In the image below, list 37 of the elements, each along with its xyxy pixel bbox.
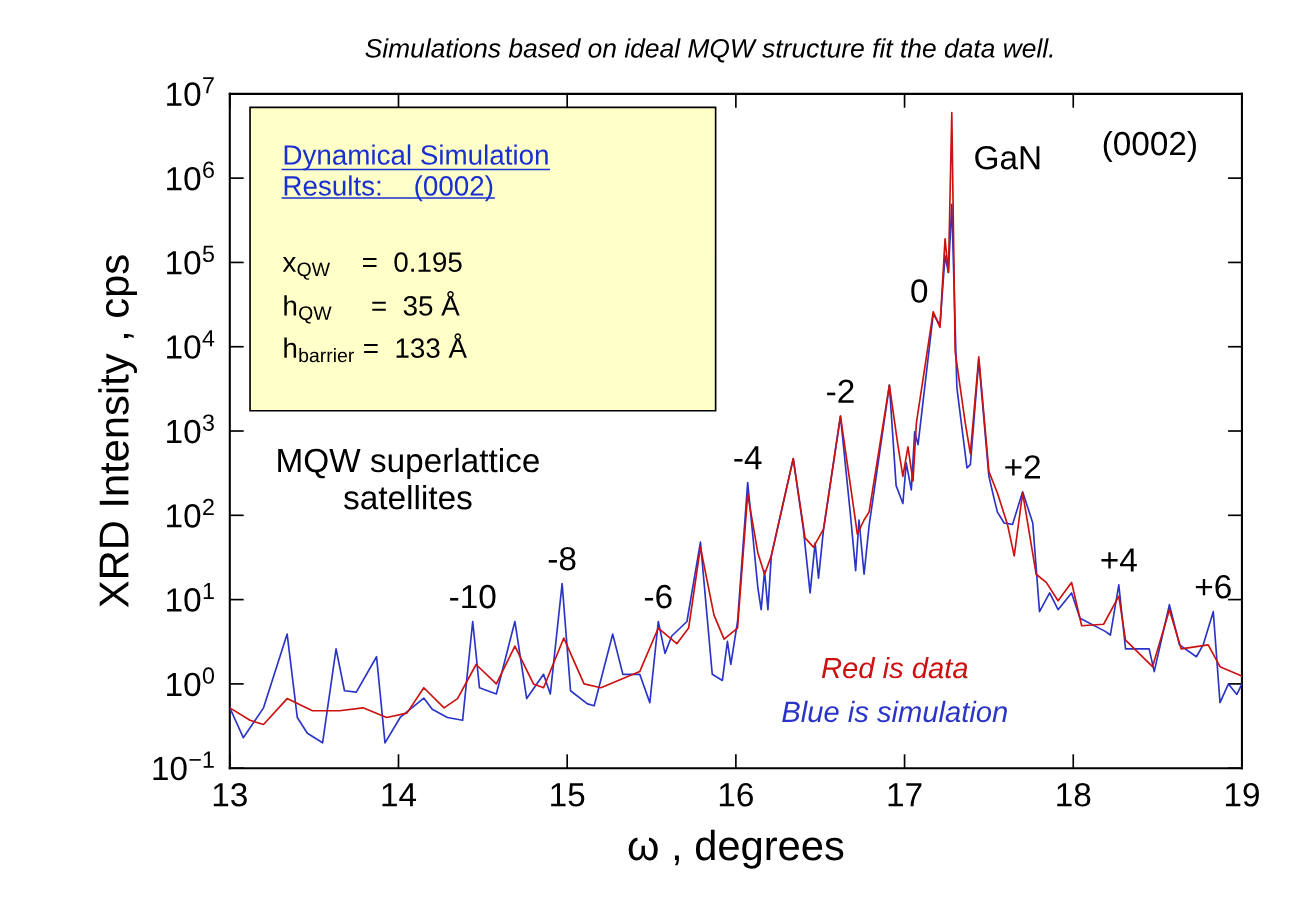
annotation: GaN — [975, 145, 1040, 170]
annotation: (0002) — [1103, 130, 1196, 162]
x-tick-label: 19 — [1225, 782, 1259, 807]
annotation: MQW superlattice satellites — [278, 447, 539, 510]
y-tick-label: 10$^{4}$ — [167, 330, 215, 359]
x-tick-label: 17 — [888, 783, 922, 807]
x-tick-label: 13 — [213, 782, 247, 807]
annotation: Dynamical Simulation Results: (0002) — [284, 144, 548, 202]
annotation: +4 — [1101, 548, 1137, 572]
y-tick-label: 10$^{0}$ — [167, 667, 215, 697]
x-tick-label: 18 — [1057, 782, 1091, 807]
y-tick-label: 10$^{7}$ — [167, 77, 214, 106]
text: x$_{QW}$ = 0.195 h$_{QW}$ = 35 Å h$_{barrier}$ = 133 Å — [282, 252, 467, 363]
line-series — [229, 111, 1242, 726]
x-tick-label: 16 — [719, 782, 753, 807]
annotation: -2 — [827, 379, 854, 403]
line-series — [229, 203, 1242, 744]
annotation: Blue is simulation — [782, 700, 1007, 723]
y-tick-label: 10$^{3}$ — [167, 414, 214, 444]
annotation: 0 — [911, 279, 928, 303]
annotation: +6 — [1195, 574, 1231, 599]
annotation: -10 — [450, 584, 496, 609]
y-axis-title: XRD Intensity , cps — [98, 255, 138, 608]
annotation: -6 — [644, 584, 672, 609]
annotation: -4 — [734, 446, 762, 470]
y-tick-label: 10$^{−1}$ — [153, 751, 214, 781]
y-tick-label: 10$^{5}$ — [167, 245, 214, 275]
y-tick-label: 10$^{1}$ — [167, 583, 214, 612]
x-tick-label: 14 — [382, 783, 417, 807]
y-tick-label: 10$^{6}$ — [167, 161, 214, 191]
annotation: -8 — [548, 546, 576, 571]
x-axis-title: ω , degrees — [628, 829, 844, 869]
x-tick-label: 15 — [551, 783, 585, 807]
chart-title: Simulations based on ideal MQW structure fit the data well. — [365, 38, 1053, 63]
y-tick-label: 10$^{2}$ — [167, 498, 214, 528]
annotation: Red is data — [821, 656, 968, 679]
annotation: +2 — [1005, 455, 1040, 479]
